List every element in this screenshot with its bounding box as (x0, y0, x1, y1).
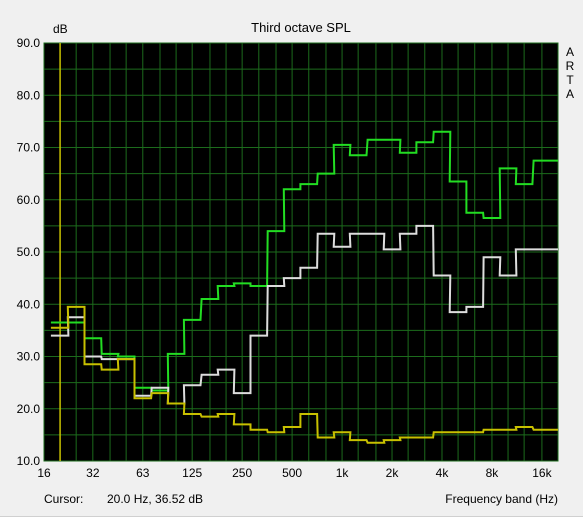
y-tick-label: 90.0 (17, 36, 41, 50)
plot-border (43, 42, 559, 462)
y-tick-label: 10.0 (17, 454, 41, 468)
x-axis-label: Frequency band (Hz) (445, 492, 558, 506)
y-tick-label: 30.0 (17, 350, 41, 364)
x-tick-label: 8k (486, 466, 500, 480)
y-tick-label: 60.0 (17, 193, 41, 207)
y-tick-labels: 10.0 20.0 30.0 40.0 50.0 60.0 70.0 80.0 90.0 (17, 36, 41, 468)
cursor-label: Cursor: (44, 492, 83, 506)
x-tick-label: 16 (37, 466, 51, 480)
x-tick-label: 500 (282, 466, 302, 480)
x-tick-label: 16k (532, 466, 552, 480)
x-tick-labels: 16 32 63 125 250 500 1k 2k 4k 8k 16k (37, 466, 552, 480)
x-tick-label: 4k (436, 466, 450, 480)
x-tick-label: 125 (182, 466, 202, 480)
y-axis-label: dB (53, 22, 68, 36)
y-tick-label: 40.0 (17, 297, 41, 311)
x-tick-label: 250 (232, 466, 252, 480)
side-letter-t: T (566, 73, 574, 87)
x-tick-label: 32 (86, 466, 100, 480)
y-tick-label: 20.0 (17, 402, 41, 416)
series-line-2 (50, 224, 558, 405)
series-line-3 (50, 305, 558, 444)
x-tick-label: 63 (136, 466, 150, 480)
y-tick-label: 70.0 (17, 141, 41, 155)
side-letter-r: R (566, 59, 575, 73)
chart-title: Third octave SPL (251, 20, 351, 35)
y-tick-label: 50.0 (17, 245, 41, 259)
series-line-1 (50, 130, 558, 392)
x-tick-label: 2k (386, 466, 400, 480)
series-group (50, 130, 558, 444)
grid-lines (43, 42, 559, 462)
cursor-readout: 20.0 Hz, 36.52 dB (107, 492, 203, 506)
side-letter-a1: A (566, 45, 574, 59)
arta-side-label: A R T A (566, 45, 575, 101)
y-tick-label: 80.0 (17, 88, 41, 102)
x-tick-label: 1k (336, 466, 350, 480)
side-letter-a2: A (566, 87, 574, 101)
